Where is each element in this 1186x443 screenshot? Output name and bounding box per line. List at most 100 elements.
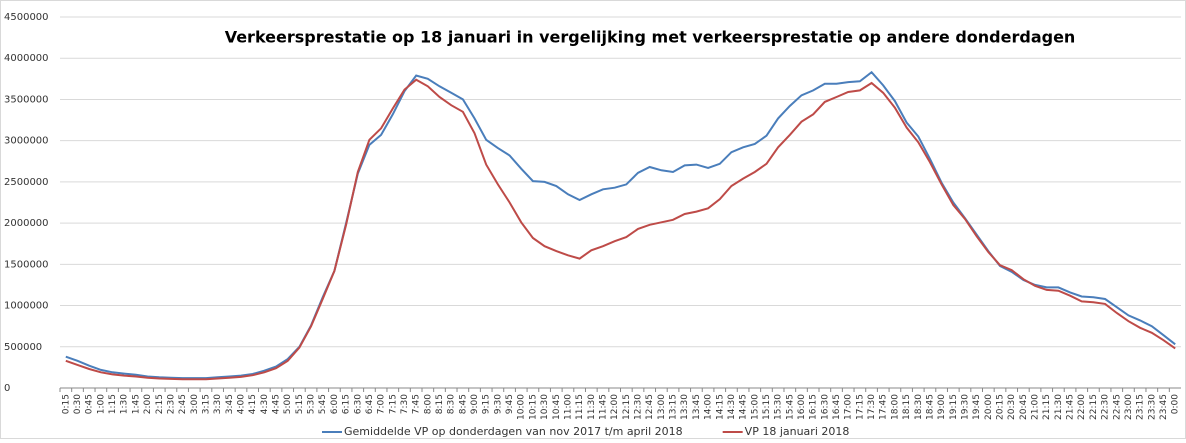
x-tick-label: 13:45 [692, 394, 702, 420]
x-tick-label: 14:30 [727, 394, 737, 420]
x-tick-label: 19:00 [937, 394, 947, 420]
x-tick-label: 0:15 [61, 394, 71, 414]
x-tick-label: 2:00 [143, 394, 153, 414]
y-tick-label: 4500000 [4, 12, 49, 23]
x-tick-label: 17:00 [844, 394, 854, 420]
x-tick-label: 10:00 [517, 394, 527, 420]
x-tick-label: 22:30 [1101, 394, 1111, 420]
x-tick-label: 19:30 [960, 394, 970, 420]
x-tick-label: 21:00 [1031, 394, 1041, 420]
x-tick-label: 15:45 [785, 394, 795, 420]
x-tick-label: 15:15 [762, 394, 772, 420]
x-tick-label: 6:15 [342, 394, 352, 414]
x-tick-label: 7:45 [412, 394, 422, 414]
x-tick-label: 7:15 [388, 394, 398, 414]
x-tick-label: 17:15 [855, 394, 865, 420]
x-tick-label: 22:15 [1089, 394, 1099, 420]
y-tick-label: 1000000 [4, 301, 49, 312]
x-tick-label: 12:45 [645, 394, 655, 420]
legend-label: Gemiddelde VP op donderdagen van nov 201… [344, 425, 683, 438]
x-tick-label: 12:00 [610, 394, 620, 420]
x-tick-label: 5:15 [295, 394, 305, 414]
x-tick-label: 2:45 [178, 394, 188, 414]
x-tick-label: 9:00 [470, 394, 480, 414]
x-tick-label: 10:30 [540, 394, 550, 420]
x-tick-label: 14:45 [739, 394, 749, 420]
x-tick-label: 20:00 [984, 394, 994, 420]
x-tick-label: 23:45 [1159, 394, 1169, 420]
x-tick-label: 4:45 [272, 394, 282, 414]
x-tick-label: 21:15 [1042, 394, 1052, 420]
x-tick-label: 4:15 [248, 394, 258, 414]
x-tick-label: 5:45 [318, 394, 328, 414]
x-tick-label: 3:30 [213, 394, 223, 414]
x-tick-label: 11:45 [598, 394, 608, 420]
x-tick-label: 11:00 [563, 394, 573, 420]
x-tick-label: 18:15 [902, 394, 912, 420]
x-tick-label: 8:00 [423, 394, 433, 414]
x-tick-label: 14:15 [715, 394, 725, 420]
x-tick-label: 23:30 [1147, 394, 1157, 420]
x-tick-label: 0:30 [73, 394, 83, 414]
x-tick-label: 15:00 [750, 394, 760, 420]
x-tick-label: 7:30 [400, 394, 410, 414]
x-tick-label: 13:15 [669, 394, 679, 420]
x-tick-label: 21:45 [1066, 394, 1076, 420]
x-tick-label: 22:45 [1112, 394, 1122, 420]
x-tick-label: 1:15 [108, 394, 118, 414]
x-tick-label: 18:30 [914, 394, 924, 420]
y-tick-label: 3000000 [4, 136, 49, 147]
x-tick-label: 3:00 [190, 394, 200, 414]
x-tick-label: 23:15 [1136, 394, 1146, 420]
x-tick-label: 20:30 [1007, 394, 1017, 420]
x-tick-label: 11:15 [575, 394, 585, 420]
x-tick-label: 8:45 [458, 394, 468, 414]
x-tick-label: 11:30 [587, 394, 597, 420]
x-tick-label: 16:45 [832, 394, 842, 420]
y-tick-label: 2500000 [4, 177, 49, 188]
x-tick-label: 12:30 [634, 394, 644, 420]
x-tick-label: 6:30 [353, 394, 363, 414]
x-tick-label: 20:15 [996, 394, 1006, 420]
y-tick-label: 3500000 [4, 94, 49, 105]
x-tick-label: 4:00 [236, 394, 246, 414]
x-tick-label: 10:15 [528, 394, 538, 420]
x-tick-label: 3:45 [225, 394, 235, 414]
x-tick-label: 18:00 [890, 394, 900, 420]
x-tick-label: 1:30 [120, 394, 130, 414]
y-tick-label: 4000000 [4, 53, 49, 64]
x-tick-label: 18:45 [925, 394, 935, 420]
legend-label: VP 18 januari 2018 [745, 425, 850, 438]
x-tick-label: 9:15 [482, 394, 492, 414]
x-tick-label: 16:00 [797, 394, 807, 420]
x-tick-label: 12:15 [622, 394, 632, 420]
y-tick-label: 0 [4, 383, 10, 394]
x-tick-label: 16:30 [820, 394, 830, 420]
x-tick-label: 19:15 [949, 394, 959, 420]
x-tick-label: 0:00 [1171, 394, 1181, 414]
x-tick-label: 2:30 [166, 394, 176, 414]
y-tick-label: 1500000 [4, 259, 49, 270]
y-tick-label: 500000 [4, 342, 42, 353]
x-tick-label: 7:00 [377, 394, 387, 414]
x-tick-label: 6:00 [330, 394, 340, 414]
x-tick-label: 22:00 [1077, 394, 1087, 420]
x-tick-label: 3:15 [201, 394, 211, 414]
x-tick-label: 4:30 [260, 394, 270, 414]
x-tick-label: 21:30 [1054, 394, 1064, 420]
x-tick-label: 13:30 [680, 394, 690, 420]
y-tick-label: 2000000 [4, 218, 49, 229]
x-tick-label: 10:45 [552, 394, 562, 420]
x-tick-label: 2:15 [155, 394, 165, 414]
x-tick-label: 8:30 [447, 394, 457, 414]
x-tick-label: 16:15 [809, 394, 819, 420]
x-tick-label: 15:30 [774, 394, 784, 420]
series-line [65, 78, 1176, 381]
x-tick-label: 8:15 [435, 394, 445, 414]
x-tick-label: 9:45 [505, 394, 515, 414]
x-tick-label: 17:45 [879, 394, 889, 420]
x-tick-label: 1:45 [131, 394, 141, 414]
x-tick-label: 20:45 [1019, 394, 1029, 420]
